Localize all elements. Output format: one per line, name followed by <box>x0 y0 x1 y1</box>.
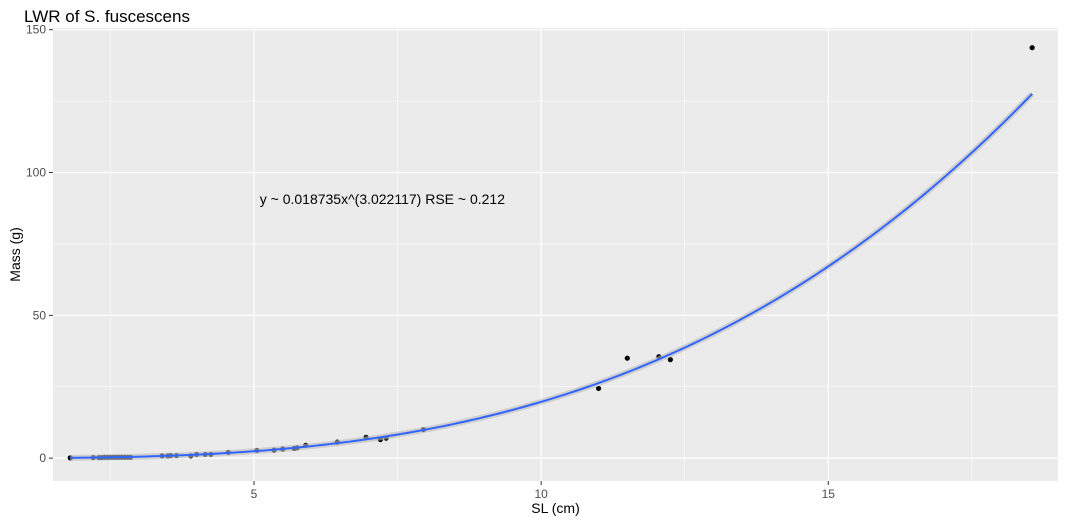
x-axis-title: SL (cm) <box>531 500 579 516</box>
y-axis-title: Mass (g) <box>7 227 23 281</box>
chart-title: LWR of S. fuscescens <box>24 7 190 26</box>
plot-panel <box>53 28 1058 481</box>
y-tick-label: 100 <box>26 166 46 180</box>
x-tick-label: 5 <box>251 487 258 501</box>
equation-annotation: y ~ 0.018735x^(3.022117) RSE ~ 0.212 <box>260 191 505 207</box>
fit-curve-group <box>70 91 1035 461</box>
major-gridlines <box>53 28 1058 481</box>
data-point <box>595 385 602 392</box>
y-tick-label: 0 <box>39 451 46 465</box>
data-point <box>624 355 630 361</box>
x-tick-label: 15 <box>822 487 836 501</box>
x-tick-label: 10 <box>534 487 548 501</box>
fit-curve <box>70 93 1033 459</box>
y-tick-label: 50 <box>33 308 47 322</box>
minor-gridlines <box>53 28 1058 481</box>
data-point <box>667 357 673 363</box>
data-point <box>1029 45 1035 51</box>
y-tick-label: 150 <box>26 23 46 37</box>
